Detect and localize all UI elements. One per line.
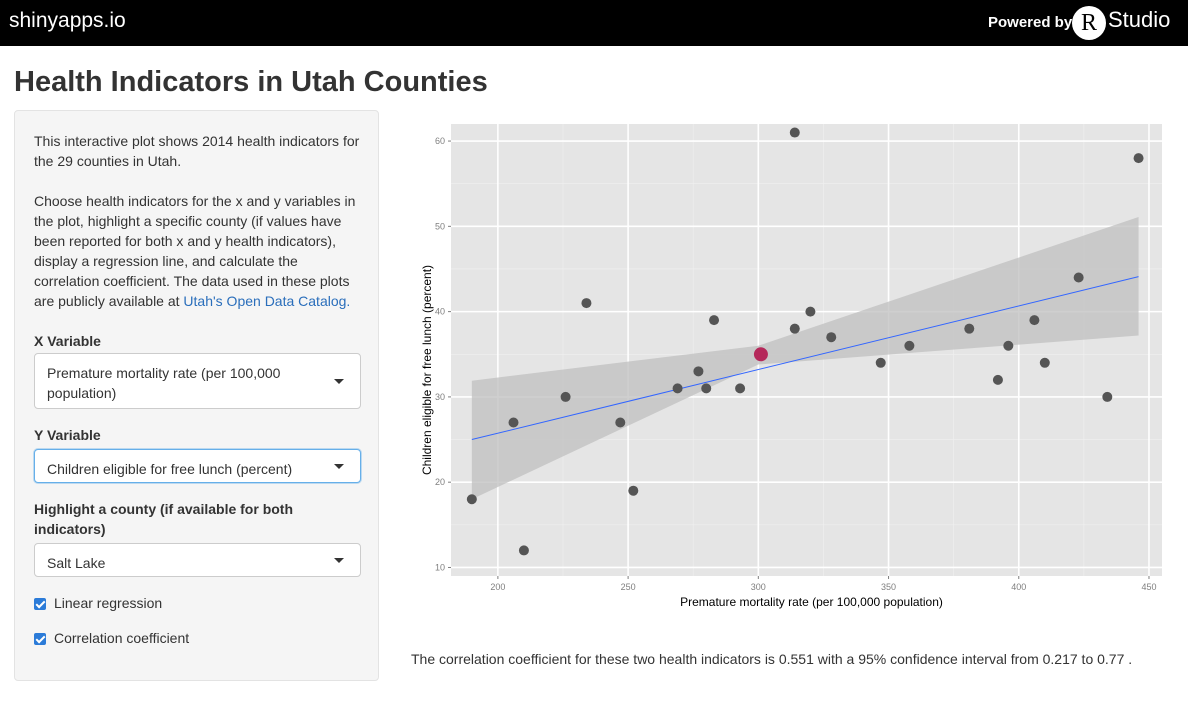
data-point [628, 485, 639, 496]
page-title: Health Indicators in Utah Counties [14, 66, 488, 98]
rstudio-logo-icon[interactable]: R [1072, 6, 1106, 40]
description-body: Choose health indicators for the x and y… [34, 193, 356, 309]
x-axis-title: Premature mortality rate (per 100,000 po… [680, 595, 943, 609]
chevron-down-icon [334, 464, 344, 469]
chevron-down-icon [334, 558, 344, 563]
powered-by-text: Powered by [988, 14, 1073, 31]
checkbox-checked-icon[interactable] [34, 633, 46, 645]
data-point [709, 315, 720, 326]
data-point [672, 383, 683, 394]
data-point [992, 374, 1003, 385]
y-variable-select[interactable]: Children eligible for free lunch (percen… [34, 449, 361, 483]
intro-text: This interactive plot shows 2014 health … [34, 133, 360, 169]
x-tick-label: 400 [1011, 582, 1026, 592]
y-tick-label: 50 [435, 221, 445, 231]
y-variable-label: Y Variable [34, 427, 101, 443]
open-data-link[interactable]: Utah's Open Data Catalog. [183, 293, 351, 309]
data-points [466, 127, 1144, 556]
regression-checkbox[interactable]: Linear regression [34, 595, 162, 611]
x-variable-value: Premature mortality rate (per 100,000 po… [47, 365, 281, 401]
y-variable-value: Children eligible for free lunch (percen… [47, 461, 293, 477]
x-tick-label: 250 [621, 582, 636, 592]
y-axis-title: Children eligible for free lunch (percen… [420, 265, 434, 475]
data-point [1073, 272, 1084, 283]
data-point [1039, 357, 1050, 368]
x-tick-label: 200 [490, 582, 505, 592]
x-tick-label: 350 [881, 582, 896, 592]
correlation-result: The correlation coefficient for these tw… [411, 651, 1133, 667]
x-tick-label: 450 [1141, 582, 1156, 592]
sidebar-panel: This interactive plot shows 2014 health … [14, 110, 379, 681]
data-point [560, 391, 571, 402]
data-point [693, 366, 704, 377]
data-point [518, 545, 529, 556]
x-axis-ticks: 200 250 300 350 400 450 [490, 576, 1156, 592]
data-point [615, 417, 626, 428]
highlighted-point [753, 347, 768, 362]
data-point [508, 417, 519, 428]
data-point [789, 127, 800, 138]
county-label: Highlight a county (if available for bot… [34, 501, 294, 537]
x-variable-label: X Variable [34, 333, 101, 349]
data-point [1133, 153, 1144, 164]
regression-line [471, 276, 1139, 441]
correlation-label: Correlation coefficient [54, 630, 190, 646]
x-tick-label: 300 [751, 582, 766, 592]
data-point [701, 383, 712, 394]
data-point [466, 494, 477, 505]
regression-label: Linear regression [54, 595, 163, 611]
brand-link[interactable]: shinyapps.io [9, 9, 126, 32]
data-point [904, 340, 915, 351]
data-point [805, 306, 816, 317]
data-point [735, 383, 746, 394]
rstudio-logo-word[interactable]: Studio [1108, 7, 1171, 32]
data-point [826, 332, 837, 343]
y-tick-label: 40 [435, 307, 445, 317]
y-tick-label: 30 [435, 392, 445, 402]
data-point [1003, 340, 1014, 351]
y-tick-label: 60 [435, 136, 445, 146]
y-axis-ticks: 10 20 30 40 50 60 [435, 136, 451, 572]
data-point [789, 323, 800, 334]
data-point [875, 357, 886, 368]
top-navbar: shinyapps.io Powered by R Studio [0, 0, 1188, 46]
data-point [1029, 315, 1040, 326]
data-point [1102, 391, 1113, 402]
x-variable-select[interactable]: Premature mortality rate (per 100,000 po… [34, 353, 361, 409]
description-text: Choose health indicators for the x and y… [34, 191, 364, 311]
y-tick-label: 20 [435, 477, 445, 487]
data-point [964, 323, 975, 334]
checkbox-checked-icon[interactable] [34, 598, 46, 610]
correlation-checkbox[interactable]: Correlation coefficient [34, 630, 189, 646]
county-value: Salt Lake [47, 555, 106, 571]
scatter-plot: 200 250 300 350 400 450 10 20 30 40 50 60 Prematur… [420, 124, 1162, 609]
chevron-down-icon [334, 379, 344, 384]
data-point [581, 298, 592, 309]
y-tick-label: 10 [435, 562, 445, 572]
county-select[interactable]: Salt Lake [34, 543, 361, 577]
